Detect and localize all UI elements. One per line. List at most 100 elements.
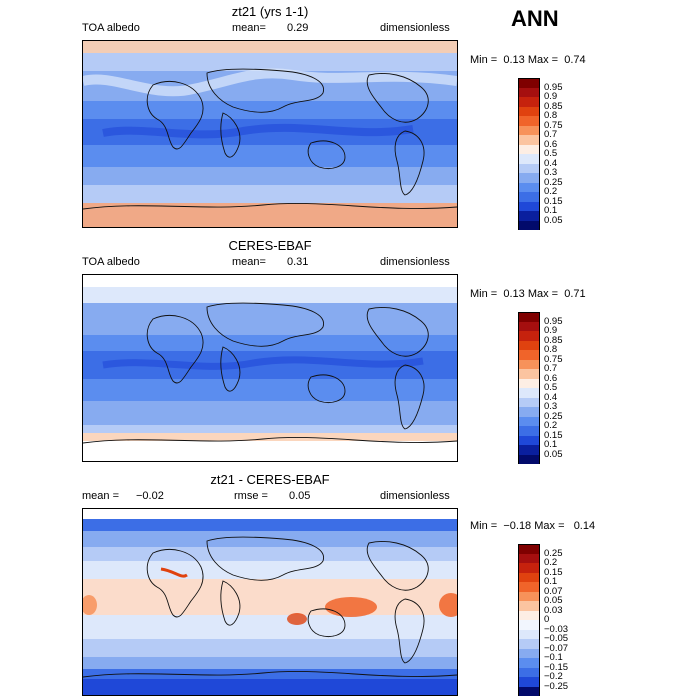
colorbar-tick-label: 0.05: [544, 595, 563, 606]
colorbar-tick-label: 0.07: [544, 585, 563, 597]
colorbar-swatch: [518, 454, 540, 464]
colorbar-swatch: [518, 658, 540, 668]
panel-2-minmax: Min = 0.13 Max = 0.71: [470, 288, 586, 300]
panel-2-units: dimensionless: [380, 256, 450, 268]
colorbar-tick-label: 0.75: [544, 353, 563, 365]
colorbar-swatch: [518, 116, 540, 126]
panel-2-map: [82, 274, 458, 462]
colorbar-swatch: [518, 182, 540, 192]
colorbar-tick-label: 0.15: [544, 195, 563, 207]
colorbar-swatch: [518, 553, 540, 563]
colorbar-tick-label: −0.07: [544, 642, 569, 654]
panel-1-map: [82, 40, 458, 228]
colorbar-swatch: [518, 629, 540, 639]
colorbar-swatch: [518, 87, 540, 97]
colorbar-swatch: [518, 426, 540, 436]
panel-1-mean-label: mean=: [232, 22, 266, 34]
colorbar-swatch: [518, 359, 540, 369]
colorbar-swatch: [518, 144, 540, 154]
panel-3-min-label: Min =: [470, 520, 498, 532]
colorbar-tick-label: 0.05: [544, 448, 563, 460]
panel-3-mean-value: −0.02: [136, 490, 164, 502]
panel-3-min-value: −0.18: [503, 520, 532, 532]
colorbar-swatch: [518, 211, 540, 221]
colorbar-swatch: [518, 97, 540, 107]
colorbar-swatch: [518, 201, 540, 211]
colorbar-tick-label: 0.2: [544, 420, 558, 431]
colorbar-tick-label: 0.95: [544, 81, 563, 93]
colorbar-tick-label: 0.4: [544, 157, 558, 169]
colorbar-tick-label: 0.15: [544, 566, 563, 578]
colorbar-swatch: [518, 321, 540, 331]
colorbar-swatch: [518, 416, 540, 426]
colorbar-tick-label: 0.25: [544, 176, 563, 188]
colorbar-swatch: [518, 154, 540, 164]
panel-1-variable-label: TOA albedo: [82, 22, 140, 34]
panel-3-max-label: Max =: [534, 520, 565, 532]
colorbar-swatch: [518, 369, 540, 379]
colorbar-tick-label: 0.4: [544, 391, 558, 403]
panel-3-map: [82, 508, 458, 696]
colorbar-tick-label: −0.25: [544, 680, 569, 692]
colorbar-swatch: [518, 173, 540, 183]
colorbar-tick-label: 0.05: [544, 214, 563, 226]
panel-1-map-svg: [83, 41, 457, 227]
colorbar-tick-label: 0.15: [544, 429, 563, 441]
panel-2-colorbar: 0.95 0.9 0.85 0.8 0.75 0.7 0.6 0.5 0.4 0.3 0.25 0.2…: [518, 312, 563, 464]
colorbar-tick-label: 0.6: [544, 372, 558, 384]
colorbar-swatch: [518, 686, 540, 696]
colorbar-tick-label: 0.03: [544, 604, 563, 616]
colorbar-swatch: [518, 648, 540, 658]
panel-1-mean-value: 0.29: [287, 22, 309, 34]
panel-3-rmse-label: rmse =: [234, 490, 268, 502]
panel-2-mean-label: mean=: [232, 256, 266, 268]
colorbar-swatch: [518, 591, 540, 601]
colorbar-tick-label: 0.5: [544, 382, 558, 393]
colorbar-swatch: [518, 563, 540, 573]
panel-2-min-label: Min =: [470, 288, 498, 300]
panel-1-minmax: Min = 0.13 Max = 0.74: [470, 54, 586, 66]
colorbar-tick-label: 0.25: [544, 410, 563, 422]
panel-2-map-svg: [83, 275, 457, 461]
colorbar-swatch: [518, 388, 540, 398]
colorbar-tick-label: 0: [544, 614, 550, 625]
colorbar-tick-label: 0.8: [544, 344, 558, 355]
colorbar-swatch: [518, 407, 540, 417]
colorbar-tick-label: −0.1: [544, 652, 563, 663]
colorbar-swatch: [518, 340, 540, 350]
colorbar-tick-label: 0.5: [544, 148, 558, 159]
colorbar-tick-label: −0.03: [544, 623, 569, 635]
colorbar-swatch: [518, 220, 540, 230]
panel-3-colorbar: 0.25 0.2 0.15 0.1 0.07 0.05 0.03 0 −0.03 −0.05 −0.…: [518, 544, 568, 696]
colorbar-tick-label: 0.1: [544, 576, 558, 587]
panel-3-units: dimensionless: [380, 490, 450, 502]
colorbar-tick-label: 0.3: [544, 401, 558, 412]
colorbar-tick-label: −0.05: [544, 633, 569, 644]
colorbar-swatch: [518, 445, 540, 455]
colorbar-swatch: [518, 378, 540, 388]
panel-3-rmse-value: 0.05: [289, 490, 311, 502]
colorbar-swatch: [518, 312, 540, 322]
colorbar-swatch: [518, 601, 540, 611]
panel-1-title: zt21 (yrs 1-1): [231, 4, 309, 19]
colorbar-swatch: [518, 78, 540, 88]
colorbar-tick-label: 0.25: [544, 547, 563, 559]
colorbar-tick-label: 0.7: [544, 129, 558, 140]
panel-3-mean-label: mean =: [82, 490, 119, 502]
panel-2-min-value: 0.13: [503, 288, 525, 300]
colorbar-swatch: [518, 667, 540, 677]
panel-1-colorbar: 0.95 0.9 0.85 0.8 0.75 0.7 0.6 0.5 0.4 0.3 0.25 0.2…: [518, 78, 563, 230]
colorbar-swatch: [518, 350, 540, 360]
colorbar-swatch: [518, 331, 540, 341]
colorbar-tick-label: 0.7: [544, 363, 558, 374]
panel-1-max-value: 0.74: [564, 54, 586, 66]
colorbar-tick-label: 0.85: [544, 334, 563, 346]
colorbar-swatch: [518, 610, 540, 620]
colorbar-tick-label: 0.9: [544, 325, 558, 336]
colorbar-swatch: [518, 544, 540, 554]
panel-1-min-label: Min =: [470, 54, 498, 66]
season-label: ANN: [511, 6, 559, 31]
panel-1-units: dimensionless: [380, 22, 450, 34]
panel-2-max-value: 0.71: [564, 288, 586, 300]
colorbar-swatch: [518, 582, 540, 592]
